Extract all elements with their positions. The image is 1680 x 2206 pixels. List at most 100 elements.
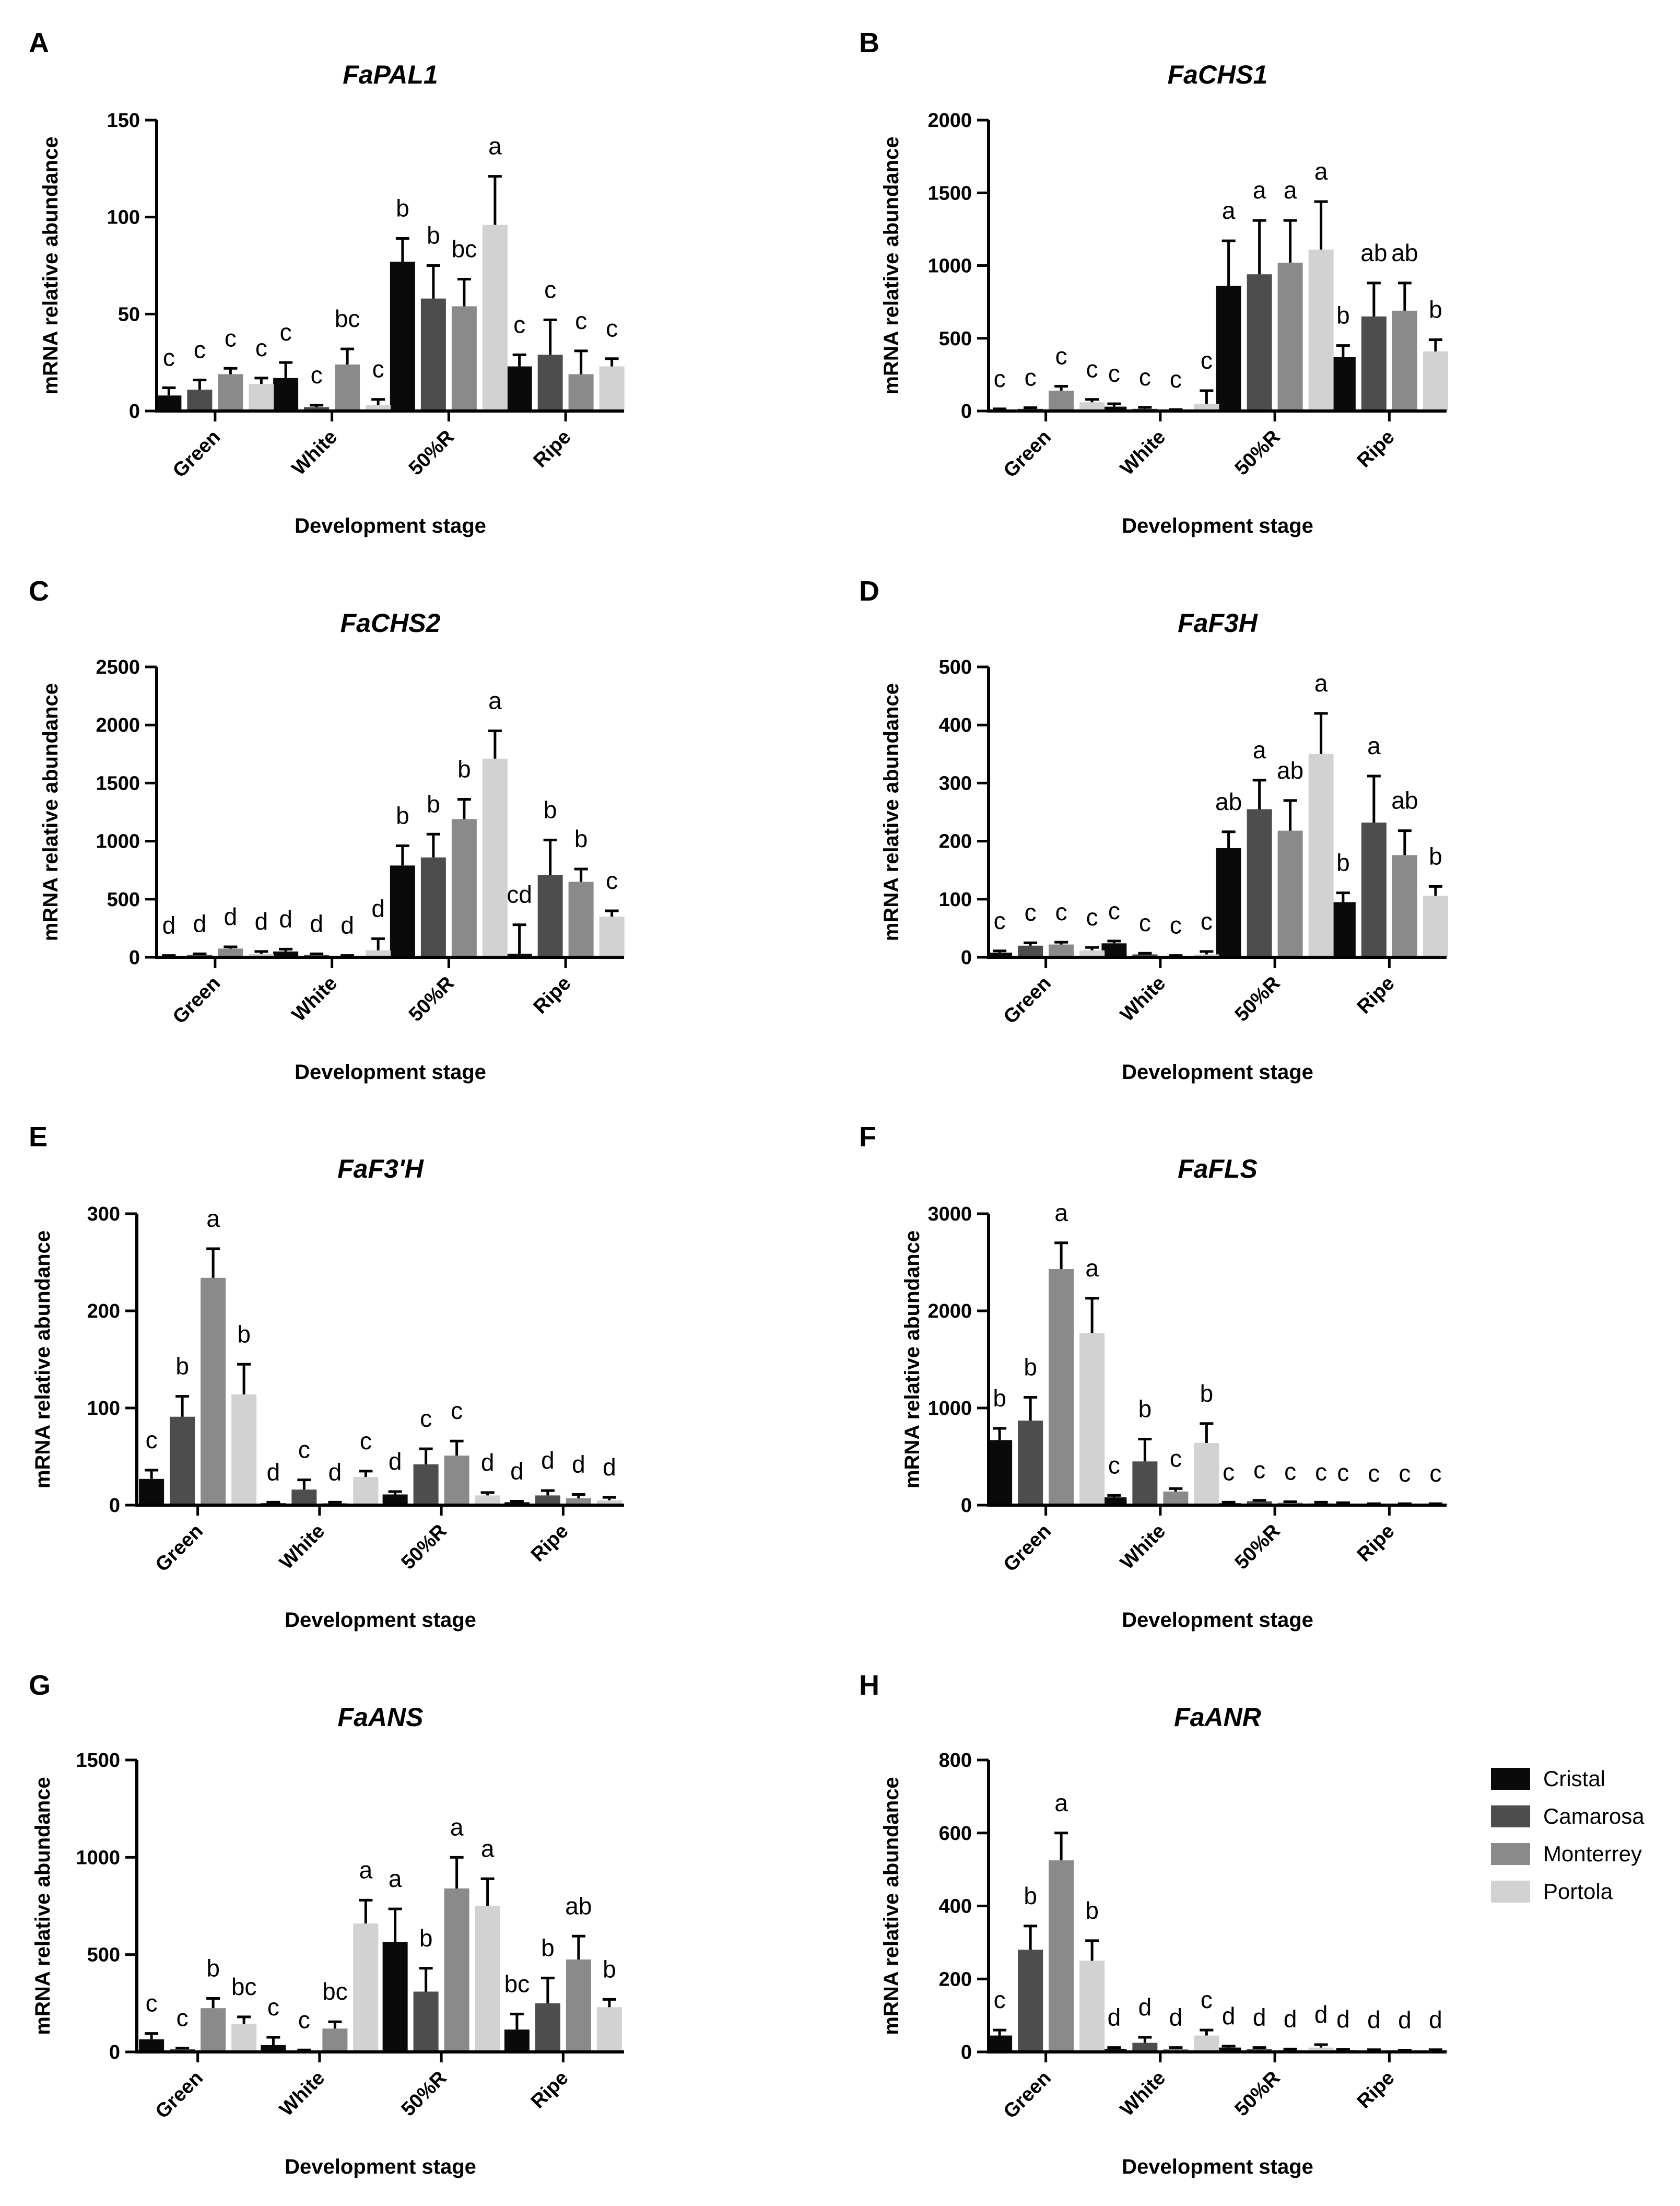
error-bar bbox=[1221, 239, 1236, 286]
significance-label: c bbox=[606, 867, 618, 894]
error-bar bbox=[1085, 398, 1099, 403]
x-tick-label-50-r: 50%R bbox=[405, 426, 459, 480]
x-axis-title: Development stage bbox=[295, 514, 486, 537]
y-tick-label: 600 bbox=[939, 1823, 972, 1845]
error-bar bbox=[1024, 406, 1038, 409]
x-tick-label-50-r: 50%R bbox=[405, 972, 459, 1026]
significance-label: c bbox=[1337, 1459, 1349, 1486]
x-tick-label-ripe: Ripe bbox=[1353, 2067, 1399, 2113]
error-bar bbox=[254, 950, 268, 954]
significance-label: c bbox=[360, 1427, 372, 1454]
error-bar bbox=[162, 386, 176, 396]
significance-label: d bbox=[510, 1458, 524, 1485]
x-tick-label-50-r: 50%R bbox=[1231, 426, 1285, 480]
error-bar bbox=[145, 1469, 159, 1479]
error-bar bbox=[488, 729, 502, 759]
bar-camarosa-green bbox=[1018, 945, 1043, 957]
panel-letter: C bbox=[29, 576, 49, 607]
error-bar bbox=[1252, 219, 1266, 275]
error-bar bbox=[1252, 2046, 1266, 2049]
error-bar bbox=[1397, 281, 1412, 311]
bar-monterrey-50-r bbox=[1277, 262, 1303, 411]
significance-label: d bbox=[1314, 2001, 1328, 2028]
significance-label: b bbox=[603, 1955, 616, 1982]
significance-label: d bbox=[340, 912, 354, 939]
error-bar bbox=[1252, 1499, 1266, 1502]
y-tick-label: 300 bbox=[87, 1203, 120, 1225]
significance-label: c bbox=[177, 2004, 189, 2032]
y-tick-label: 400 bbox=[939, 1896, 972, 1918]
y-tick-label: 2000 bbox=[96, 714, 140, 736]
error-bar bbox=[1200, 389, 1214, 404]
error-bar bbox=[1169, 1487, 1183, 1492]
y-axis-title: mRNA relative abundance bbox=[880, 683, 903, 941]
bar-monterrey-ripe bbox=[566, 1498, 591, 1505]
error-bar bbox=[1024, 1925, 1038, 1950]
error-bar bbox=[310, 952, 324, 955]
bar-camarosa-50-r bbox=[420, 857, 446, 957]
significance-label: c bbox=[146, 1426, 158, 1453]
significance-label: c bbox=[994, 907, 1006, 934]
bar-camarosa-50-r bbox=[413, 1991, 439, 2052]
significance-label: d bbox=[279, 905, 292, 932]
bar-cristal-ripe bbox=[1330, 902, 1356, 957]
y-tick-label: 100 bbox=[107, 207, 140, 229]
significance-label: d bbox=[1429, 2006, 1442, 2033]
significance-label: b bbox=[175, 1353, 189, 1380]
bar-portola-ripe bbox=[1423, 896, 1448, 957]
significance-label: d bbox=[371, 895, 385, 922]
y-tick-label: 3000 bbox=[927, 1203, 972, 1225]
significance-label: a bbox=[1085, 1254, 1099, 1282]
significance-label: a bbox=[389, 1865, 402, 1892]
chart-title: FaF3'H bbox=[337, 1154, 424, 1183]
x-tick-label-white: White bbox=[275, 1520, 329, 1574]
bar-monterrey-green bbox=[1049, 1269, 1074, 1505]
significance-label: b bbox=[1429, 842, 1442, 870]
significance-label: b bbox=[1336, 849, 1350, 876]
error-bar bbox=[237, 1363, 251, 1394]
bar-portola-50-r bbox=[1308, 2047, 1334, 2052]
error-bar bbox=[543, 838, 557, 875]
y-axis-title: mRNA relative abundance bbox=[901, 1230, 924, 1488]
y-tick-label: 200 bbox=[939, 1968, 972, 1990]
error-bar bbox=[1314, 200, 1328, 250]
bar-cristal-green bbox=[987, 2035, 1013, 2052]
y-axis-title: mRNA relative abundance bbox=[880, 136, 903, 394]
error-bar bbox=[1314, 1500, 1328, 1504]
x-tick-label-ripe: Ripe bbox=[527, 1520, 573, 1566]
bar-camarosa-50-r bbox=[420, 298, 446, 411]
bar-monterrey-50-r bbox=[444, 1888, 469, 2052]
significance-label: b bbox=[206, 1955, 220, 1982]
significance-label: b bbox=[396, 195, 409, 222]
legend-label-cristal: Cristal bbox=[1543, 1766, 1605, 1791]
x-tick-label-green: Green bbox=[151, 2067, 207, 2123]
significance-label: b bbox=[1024, 1354, 1037, 1381]
significance-label: a bbox=[488, 133, 502, 160]
bar-portola-green bbox=[1079, 950, 1105, 957]
error-bar bbox=[1200, 2028, 1214, 2036]
bar-portola-green bbox=[1079, 1961, 1105, 2052]
bar-camarosa-white bbox=[291, 1489, 317, 1505]
bar-portola-white bbox=[1194, 1442, 1219, 1505]
x-tick-label-green: Green bbox=[1000, 426, 1055, 482]
x-tick-label-ripe: Ripe bbox=[1353, 1520, 1399, 1566]
error-bar bbox=[1428, 885, 1442, 896]
x-tick-label-green: Green bbox=[1000, 1520, 1055, 1576]
error-bar bbox=[1283, 2047, 1297, 2050]
error-bar bbox=[457, 277, 471, 307]
significance-label: c bbox=[1055, 343, 1067, 370]
bar-monterrey-50-r bbox=[451, 306, 477, 411]
bar-cristal-green bbox=[139, 1479, 165, 1505]
bar-monterrey-green bbox=[218, 948, 243, 957]
bar-camarosa-green bbox=[170, 1416, 195, 1505]
y-tick-label: 0 bbox=[129, 401, 140, 423]
error-bar bbox=[426, 264, 440, 299]
x-axis-title: Development stage bbox=[1122, 2155, 1313, 2178]
error-bar bbox=[1138, 406, 1152, 409]
significance-label: d bbox=[224, 903, 238, 930]
significance-label: d bbox=[193, 910, 207, 937]
